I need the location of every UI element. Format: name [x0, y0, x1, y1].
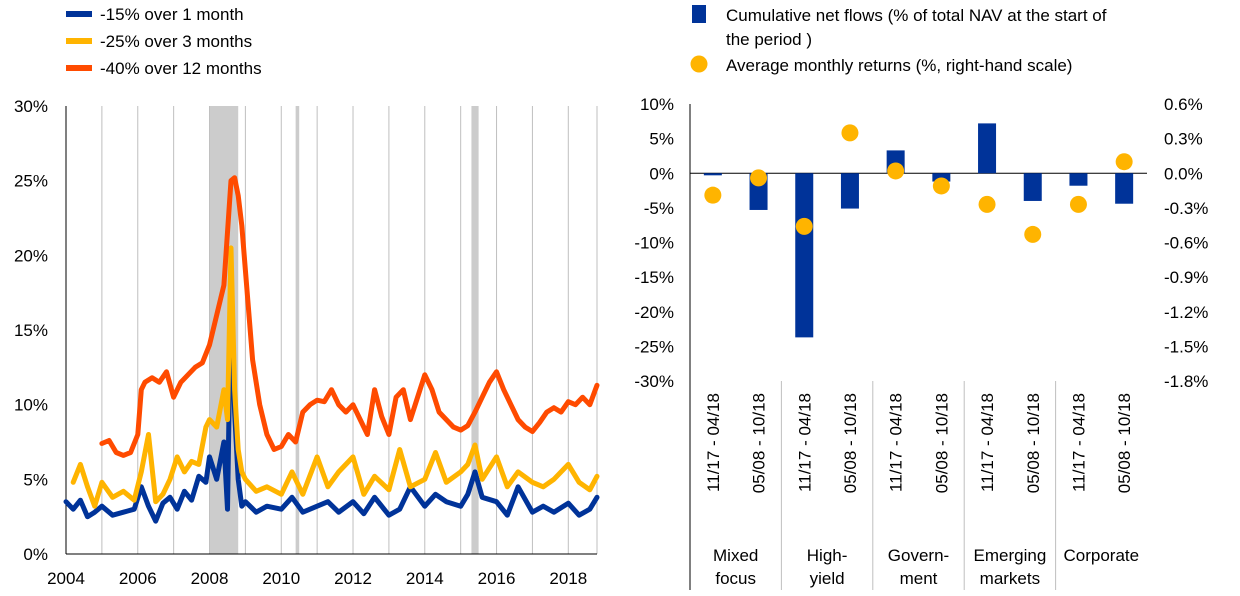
- legend-label: -25% over 3 months: [100, 32, 252, 51]
- legend-label: Cumulative net flows (% of total NAV at …: [726, 6, 1107, 25]
- legend-label: -40% over 12 months: [100, 59, 262, 78]
- y-tick-label: 5%: [23, 470, 48, 489]
- series-line: [63, 282, 600, 524]
- right-tick-label: -0.3%: [1164, 199, 1208, 218]
- return-dot: [704, 186, 722, 204]
- right-tick-label: 0.6%: [1164, 95, 1203, 114]
- legend-label: Average monthly returns (%, right-hand s…: [726, 56, 1072, 75]
- flow-bar: [1023, 173, 1042, 201]
- flow-bar: [978, 123, 997, 174]
- right-tick-label: -1.5%: [1164, 337, 1208, 356]
- y-tick-label: 10%: [14, 396, 48, 415]
- category-label: Govern-: [888, 546, 949, 565]
- category-label: focus: [715, 569, 756, 588]
- legend-dot-swatch: [690, 55, 708, 73]
- x-tick-label: 2012: [334, 569, 372, 588]
- y-tick-label: 30%: [14, 97, 48, 116]
- legend-swatch: [66, 38, 92, 44]
- legend-swatch: [66, 65, 92, 71]
- return-dot: [1069, 195, 1087, 213]
- left-tick-label: 0%: [649, 164, 674, 183]
- y-tick-label: 0%: [23, 545, 48, 564]
- period-label: 11/17 - 04/18: [1069, 393, 1088, 492]
- period-label: 11/17 - 04/18: [978, 393, 997, 492]
- right-tick-label: -0.6%: [1164, 234, 1208, 253]
- return-dot: [1115, 153, 1133, 171]
- right-tick-label: 0.3%: [1164, 130, 1203, 149]
- flow-bar: [795, 173, 814, 338]
- legend-swatch: [66, 11, 92, 17]
- return-dot: [1024, 225, 1042, 243]
- flow-bar: [840, 173, 859, 209]
- return-dot: [887, 162, 905, 180]
- flow-bar: [932, 173, 951, 182]
- left-tick-label: -5%: [644, 199, 674, 218]
- return-dot: [750, 169, 768, 187]
- left-tick-label: -25%: [634, 337, 674, 356]
- series-line: [99, 175, 600, 458]
- flow-bar: [703, 173, 722, 176]
- right-tick-label: -0.9%: [1164, 268, 1208, 287]
- return-dot: [932, 177, 950, 195]
- period-label: 05/08 - 10/18: [932, 393, 951, 493]
- period-label: 05/08 - 10/18: [1115, 393, 1134, 493]
- category-label: ment: [900, 569, 938, 588]
- right-tick-label: 0.0%: [1164, 164, 1203, 183]
- legend-label: -15% over 1 month: [100, 5, 244, 24]
- y-tick-label: 15%: [14, 321, 48, 340]
- left-tick-label: -10%: [634, 234, 674, 253]
- category-label: Mixed: [713, 546, 758, 565]
- shaded-period: [471, 106, 479, 554]
- x-tick-label: 2014: [406, 569, 444, 588]
- x-tick-label: 2010: [262, 569, 300, 588]
- period-label: 05/08 - 10/18: [750, 393, 769, 493]
- right-tick-label: -1.2%: [1164, 303, 1208, 322]
- right-tick-label: -1.8%: [1164, 372, 1208, 391]
- category-label: High-: [807, 546, 848, 565]
- x-tick-label: 2004: [47, 569, 85, 588]
- period-label: 05/08 - 10/18: [1024, 393, 1043, 493]
- left-tick-label: 5%: [649, 130, 674, 149]
- legend-bar-swatch: [692, 5, 706, 23]
- category-label: yield: [810, 569, 845, 588]
- return-dot: [978, 195, 996, 213]
- x-tick-label: 2016: [478, 569, 516, 588]
- category-label: Corporate: [1063, 546, 1139, 565]
- left-tick-label: -20%: [634, 303, 674, 322]
- category-label: markets: [980, 569, 1040, 588]
- x-tick-label: 2018: [549, 569, 587, 588]
- left-tick-label: -30%: [634, 372, 674, 391]
- period-label: 05/08 - 10/18: [841, 393, 860, 493]
- period-label: 11/17 - 04/18: [887, 393, 906, 492]
- x-tick-label: 2008: [191, 569, 229, 588]
- return-dot: [795, 217, 813, 235]
- left-tick-label: -15%: [634, 268, 674, 287]
- category-label: Emerging: [974, 546, 1047, 565]
- flow-bar: [1115, 173, 1134, 204]
- return-dot: [841, 124, 859, 142]
- x-tick-label: 2006: [119, 569, 157, 588]
- period-label: 11/17 - 04/18: [795, 393, 814, 492]
- series-line: [70, 245, 600, 509]
- legend-label: the period ): [726, 30, 812, 49]
- period-label: 11/17 - 04/18: [704, 393, 723, 492]
- shaded-period: [295, 106, 300, 554]
- left-tick-label: 10%: [640, 95, 674, 114]
- y-tick-label: 25%: [14, 172, 48, 191]
- flow-bar: [1069, 173, 1088, 186]
- y-tick-label: 20%: [14, 246, 48, 265]
